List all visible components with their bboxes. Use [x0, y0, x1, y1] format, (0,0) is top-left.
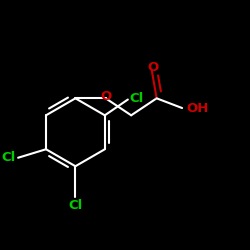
- Text: Cl: Cl: [1, 151, 15, 164]
- Text: O: O: [100, 90, 111, 103]
- Text: Cl: Cl: [68, 200, 82, 212]
- Text: OH: OH: [186, 102, 209, 114]
- Text: Cl: Cl: [130, 92, 144, 104]
- Text: O: O: [147, 61, 158, 74]
